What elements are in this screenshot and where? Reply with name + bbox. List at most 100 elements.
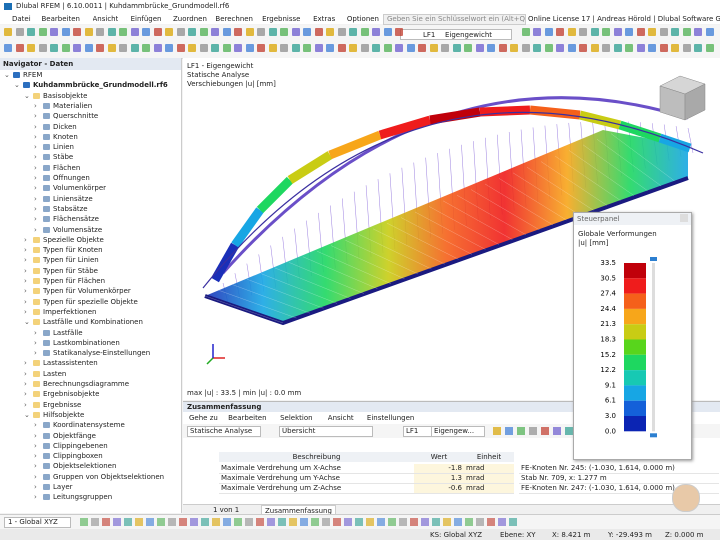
tool-icon[interactable]	[212, 518, 220, 526]
tool-icon[interactable]	[38, 28, 47, 36]
tool-icon[interactable]	[372, 28, 380, 36]
tool-icon[interactable]	[107, 44, 116, 52]
menu-item[interactable]: Bearbeiten	[228, 414, 267, 422]
tool-icon[interactable]	[372, 44, 380, 52]
tool-icon[interactable]	[223, 518, 231, 526]
tool-icon[interactable]	[199, 28, 208, 36]
tree-toggle[interactable]: ⌄	[24, 318, 30, 327]
tool-icon[interactable]	[188, 28, 196, 36]
tool-icon[interactable]	[61, 44, 70, 52]
tool-icon[interactable]	[355, 518, 363, 526]
tool-icon[interactable]	[671, 28, 679, 36]
menu-item[interactable]: Berechnen	[215, 15, 253, 23]
tool-icon[interactable]	[399, 518, 407, 526]
tool-icon[interactable]	[278, 518, 286, 526]
tree-label[interactable]: Objektselektionen	[53, 462, 117, 471]
tool-icon[interactable]	[289, 518, 297, 526]
tool-icon[interactable]	[107, 28, 116, 36]
tool-icon[interactable]	[395, 44, 403, 52]
tool-icon[interactable]	[510, 44, 518, 52]
tool-icon[interactable]	[73, 44, 81, 52]
tool-icon[interactable]	[648, 28, 656, 36]
tool-icon[interactable]	[15, 44, 24, 52]
tool-icon[interactable]	[146, 518, 154, 526]
tool-icon[interactable]	[383, 44, 392, 52]
tool-icon[interactable]	[395, 28, 403, 36]
tool-icon[interactable]	[168, 518, 176, 526]
tree-label[interactable]: Stabsätze	[53, 204, 88, 213]
tool-icon[interactable]	[682, 28, 691, 36]
tree-label[interactable]: Typen für Volumenkörper	[43, 287, 131, 296]
tree-toggle[interactable]: ›	[24, 400, 27, 409]
tree-label[interactable]: Leitungsgruppen	[53, 493, 113, 502]
tool-icon[interactable]	[441, 44, 449, 52]
tree-toggle[interactable]: ›	[24, 287, 27, 296]
tree-label[interactable]: RFEM	[23, 71, 43, 79]
tool-icon[interactable]	[142, 44, 150, 52]
tool-icon[interactable]	[165, 28, 173, 36]
tool-icon[interactable]	[613, 44, 622, 52]
tool-icon[interactable]	[648, 44, 656, 52]
tool-icon[interactable]	[625, 44, 633, 52]
tool-icon[interactable]	[130, 28, 139, 36]
tool-icon[interactable]	[268, 44, 277, 52]
tree-toggle[interactable]: ›	[24, 235, 27, 244]
tree-toggle[interactable]: ›	[34, 328, 37, 337]
tree-label[interactable]: Gruppen von Objektselektionen	[53, 472, 165, 481]
tool-icon[interactable]	[257, 44, 265, 52]
tree-toggle[interactable]: ›	[24, 307, 27, 316]
slider-handle-bottom[interactable]	[650, 433, 657, 438]
tool-icon[interactable]	[119, 44, 127, 52]
tree-label[interactable]: Flächen	[53, 163, 81, 172]
tool-icon[interactable]	[256, 518, 264, 526]
tool-icon[interactable]	[91, 518, 99, 526]
menu-item[interactable]: Einstellungen	[366, 414, 415, 422]
tool-icon[interactable]	[176, 28, 185, 36]
tool-icon[interactable]	[464, 44, 472, 52]
tree-label[interactable]: Liniensätze	[53, 194, 93, 203]
tool-icon[interactable]	[659, 28, 668, 36]
tool-icon[interactable]	[188, 44, 196, 52]
tree-toggle[interactable]: ›	[24, 369, 27, 378]
tool-icon[interactable]	[366, 518, 374, 526]
tree-label[interactable]: Hilfsobjekte	[43, 410, 85, 419]
tool-icon[interactable]	[130, 44, 139, 52]
menu-item[interactable]: Bearbeiten	[41, 15, 80, 23]
tree-label[interactable]: Ergebnisse	[43, 400, 82, 409]
tool-icon[interactable]	[300, 518, 308, 526]
menu-item[interactable]: Gehe zu	[189, 414, 218, 422]
tool-icon[interactable]	[659, 44, 668, 52]
tree-toggle[interactable]: ›	[34, 493, 37, 502]
tool-icon[interactable]	[15, 28, 24, 36]
slider-handle-top[interactable]	[650, 257, 657, 261]
nav-cube-right[interactable]	[684, 83, 706, 121]
tool-icon[interactable]	[27, 28, 35, 36]
menu-item[interactable]: Einfügen	[130, 15, 162, 23]
tool-icon[interactable]	[314, 44, 323, 52]
tree-toggle[interactable]: ›	[34, 225, 37, 234]
tree-toggle[interactable]: ⌄	[24, 91, 30, 100]
tool-icon[interactable]	[4, 44, 12, 52]
tool-icon[interactable]	[671, 44, 679, 52]
tool-icon[interactable]	[556, 44, 564, 52]
tool-icon[interactable]	[406, 44, 415, 52]
tool-icon[interactable]	[476, 518, 484, 526]
tool-icon[interactable]	[84, 28, 93, 36]
tool-icon[interactable]	[360, 28, 369, 36]
tool-icon[interactable]	[521, 28, 530, 36]
tool-icon[interactable]	[567, 28, 576, 36]
tree-label[interactable]: Koordinatensysteme	[53, 421, 125, 430]
tool-icon[interactable]	[349, 44, 357, 52]
tree-toggle[interactable]: ›	[34, 174, 37, 182]
tree-toggle[interactable]: ›	[24, 277, 27, 285]
tool-icon[interactable]	[493, 427, 501, 435]
tree-label[interactable]: Ergebnisobjekte	[43, 390, 100, 399]
tree-toggle[interactable]: ›	[34, 153, 37, 162]
tool-icon[interactable]	[157, 518, 165, 526]
tool-icon[interactable]	[257, 28, 265, 36]
cs-combo[interactable]: 1 - Global XYZ	[4, 517, 71, 528]
tool-icon[interactable]	[96, 28, 104, 36]
tool-icon[interactable]	[475, 44, 484, 52]
tool-icon[interactable]	[333, 518, 341, 526]
tool-icon[interactable]	[222, 28, 231, 36]
